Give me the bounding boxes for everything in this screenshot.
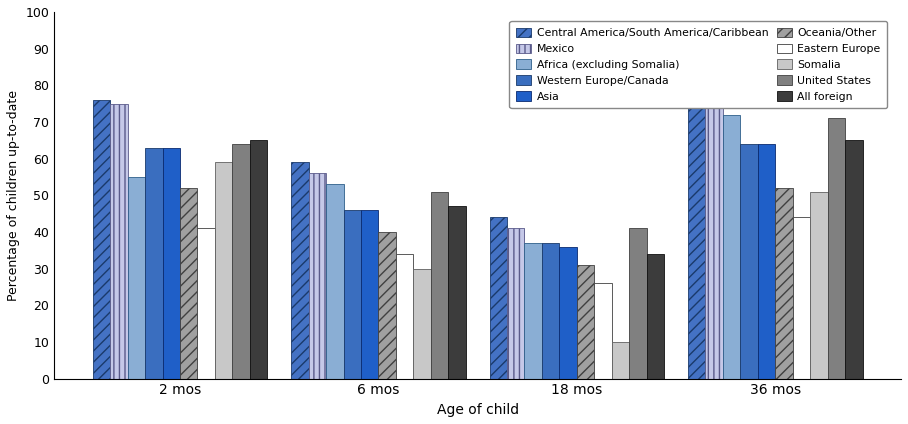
Bar <box>232 144 250 379</box>
Bar <box>542 243 559 379</box>
Bar <box>646 254 664 379</box>
Bar <box>775 188 793 379</box>
Bar <box>413 269 430 379</box>
Bar <box>810 192 828 379</box>
Bar <box>326 184 343 379</box>
Bar <box>379 232 396 379</box>
Bar <box>361 210 379 379</box>
Bar <box>430 192 449 379</box>
Bar <box>828 118 845 379</box>
Bar <box>595 283 612 379</box>
Bar <box>128 177 145 379</box>
Bar <box>449 206 466 379</box>
X-axis label: Age of child: Age of child <box>437 403 518 417</box>
Bar <box>688 92 706 379</box>
Bar <box>145 148 163 379</box>
Bar <box>110 103 128 379</box>
Bar <box>612 342 629 379</box>
Bar <box>525 243 542 379</box>
Bar <box>793 217 810 379</box>
Bar <box>507 228 525 379</box>
Bar <box>706 100 723 379</box>
Bar <box>343 210 361 379</box>
Bar <box>629 228 646 379</box>
Y-axis label: Percentage of children up-to-date: Percentage of children up-to-date <box>7 90 20 301</box>
Bar <box>163 148 180 379</box>
Bar <box>197 228 215 379</box>
Bar <box>559 247 577 379</box>
Bar <box>489 217 507 379</box>
Bar <box>250 140 267 379</box>
Bar <box>396 254 413 379</box>
Bar <box>309 173 326 379</box>
Bar <box>758 144 775 379</box>
Legend: Central America/South America/Caribbean, Mexico, Africa (excluding Somalia), Wes: Central America/South America/Caribbean,… <box>509 21 887 109</box>
Bar <box>215 162 232 379</box>
Bar <box>577 265 595 379</box>
Bar <box>180 188 197 379</box>
Bar <box>93 100 110 379</box>
Bar <box>845 140 863 379</box>
Bar <box>740 144 758 379</box>
Bar <box>291 162 309 379</box>
Bar <box>723 114 740 379</box>
